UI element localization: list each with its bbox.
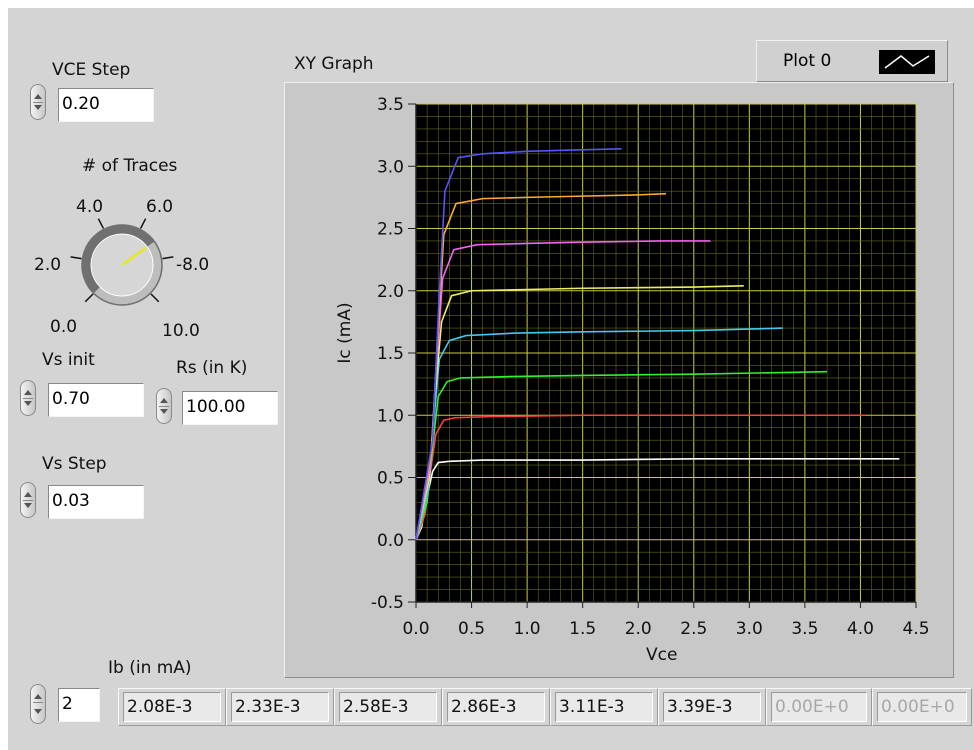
ib-value-1: 2.33E-3 [231,692,329,722]
knob-tick [141,219,146,229]
knob-tick-label-4: 4.0 [76,197,103,217]
ib-value-5: 3.39E-3 [663,692,761,722]
y-tick-label: 0.0 [377,531,404,551]
knob-tick-label-10: 10.0 [162,321,200,341]
rs-increment[interactable] [156,388,172,424]
vce-step-increment[interactable] [30,84,46,120]
num-traces-knob[interactable]: 4.0 6.0 2.0 -8.0 0.0 10.0 [0,180,250,345]
ib-value-4: 3.11E-3 [555,692,653,722]
knob-tick [151,294,159,302]
x-tick-label: 0.5 [458,619,485,639]
vs-step-increment[interactable] [20,482,36,518]
x-tick-label: 0.0 [402,619,429,639]
ib-value-2: 2.58E-3 [339,692,437,722]
knob-tick [85,294,93,302]
ib-value-3: 2.86E-3 [447,692,545,722]
ib-value-6: 0.00E+0 [771,692,867,722]
knob-tick-label-8: -8.0 [176,255,209,275]
x-tick-label: 3.5 [791,619,818,639]
x-tick-label: 2.0 [625,619,652,639]
y-tick-label: 2.0 [377,282,404,302]
vs-step-input[interactable]: 0.03 [48,485,144,519]
ib-value-0: 2.08E-3 [123,692,221,722]
rs-input[interactable]: 100.00 [182,391,278,425]
x-tick-label: 2.5 [680,619,707,639]
x-tick-label: 1.0 [514,619,541,639]
x-axis-label: Vce [646,645,677,665]
knob-tick [162,257,173,259]
knob-tick-label-2: 2.0 [34,255,61,275]
knob-tick-label-0: 0.0 [50,317,77,337]
vs-init-input[interactable]: 0.70 [48,383,144,417]
y-tick-label: 3.5 [377,95,404,115]
ib-index-increment[interactable] [30,684,46,724]
ib-array-element[interactable]: 3.11E-3 [550,688,658,726]
ib-array-element[interactable]: 2.08E-3 [118,688,226,726]
y-tick-label: 1.0 [377,406,404,426]
xy-graph[interactable]: 0.0 0.5 1.0 1.5 2.0 2.5 3.0 3.5 4.0 4.5 -0.5 0.0 0.5… [284,82,954,678]
vs-init-label: Vs init [42,350,95,370]
ib-array-element[interactable]: 2.58E-3 [334,688,442,726]
ib-array-element[interactable]: 3.39E-3 [658,688,766,726]
y-tick-label: 3.0 [377,157,404,177]
legend-line-swatch [879,50,935,74]
knob-tick [98,219,103,229]
knob-tick [71,257,82,259]
y-axis-label: Ic (mA) [335,302,355,363]
ib-array-element[interactable]: 2.86E-3 [442,688,550,726]
x-tick-label: 4.0 [847,619,874,639]
ib-value-7: 0.00E+0 [877,692,967,722]
ib-array-label: Ib (in mA) [108,658,192,678]
y-tick-label: 0.5 [377,469,404,489]
legend-plot-name: Plot 0 [783,51,831,71]
ib-array-element[interactable]: 2.33E-3 [226,688,334,726]
y-tick-label: 2.5 [377,220,404,240]
vce-step-input[interactable]: 0.20 [58,88,154,122]
plot-legend[interactable]: Plot 0 [756,40,948,82]
graph-title: XY Graph [294,54,374,74]
vs-step-label: Vs Step [42,454,107,474]
y-tick-label: -0.5 [371,593,404,613]
rs-label: Rs (in K) [176,358,247,378]
x-tick-label: 1.5 [569,619,596,639]
x-tick-label: 3.0 [736,619,763,639]
knob-tick-label-6: 6.0 [146,197,173,217]
num-traces-label: # of Traces [82,156,177,176]
x-tick-label: 4.5 [902,619,929,639]
vs-init-increment[interactable] [20,380,36,416]
ib-array-index[interactable]: 2 [58,688,100,722]
y-tick-label: 1.5 [377,344,404,364]
ib-array-element[interactable]: 0.00E+0 [872,688,972,726]
ib-array-element[interactable]: 0.00E+0 [766,688,872,726]
vce-step-label: VCE Step [52,60,130,80]
